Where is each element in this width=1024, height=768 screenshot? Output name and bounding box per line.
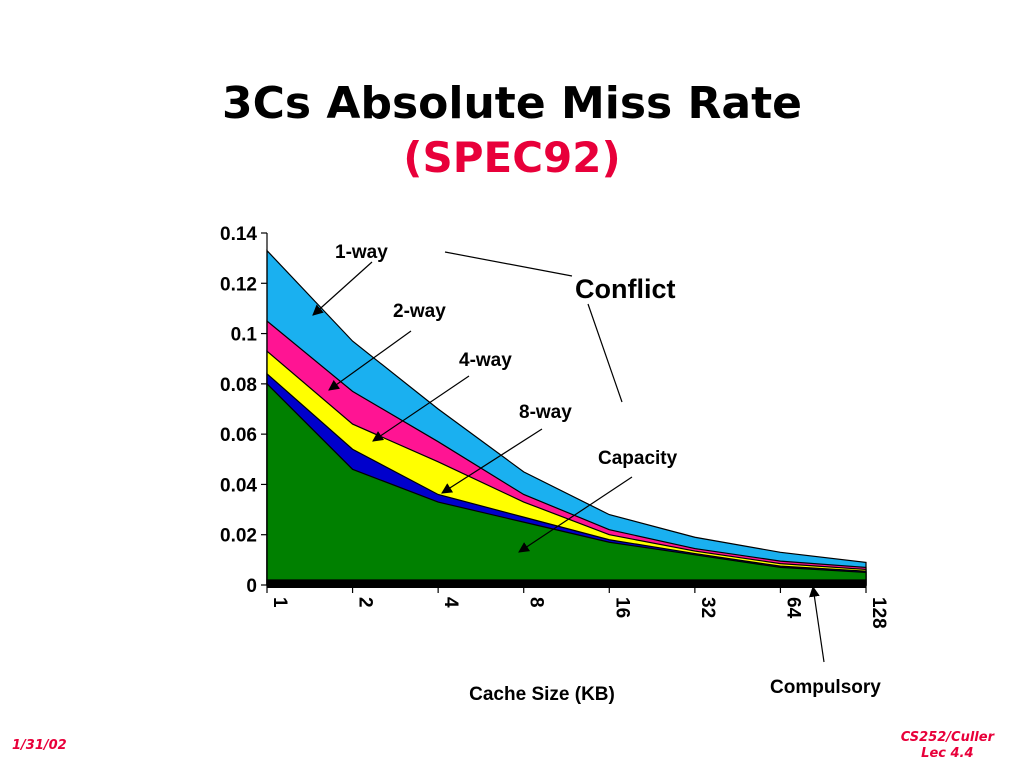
compulsory-label: Compulsory [770,677,881,698]
slide-date: 1/31/02 [12,738,67,753]
one-way-label: 1-way [335,242,388,263]
eight-way-arrow [441,428,543,494]
x-tick-label: 2 [355,597,376,608]
two-way-label: 2-way [393,301,446,322]
y-tick-label: 0 [246,576,257,597]
eight-way-label: 8-way [519,402,572,423]
y-tick-label: 0.02 [220,526,257,547]
conflict-connector-line [587,303,623,403]
conflict-label: Conflict [575,274,676,304]
four-way-label: 4-way [459,350,512,371]
compulsory-arrow [809,585,825,663]
area-layers [266,249,867,588]
slide-subtitle: (SPEC92) [403,133,621,182]
x-tick-label: 128 [868,597,889,629]
one-way-arrow [312,261,373,316]
y-tick-label: 0.1 [231,325,258,346]
y-tick-label: 0.06 [220,425,257,446]
slide-title: 3Cs Absolute Miss Rate [222,78,802,129]
axes [261,232,867,593]
course-label: CS252/Culler [900,730,994,745]
area-capacity [266,382,867,586]
four-way-arrow [372,375,470,442]
compulsory-band [267,582,866,588]
conflict-connector-line [444,251,573,277]
x-tick-label: 32 [697,597,718,618]
capacity-arrow [518,476,633,553]
y-tick-label: 0.04 [220,475,257,496]
capacity-label: Capacity [598,448,678,469]
x-tick-label: 16 [611,597,632,618]
y-tick-label: 0.14 [220,224,257,245]
y-tick-label: 0.08 [220,375,257,396]
two-way-arrow [328,330,412,391]
x-tick-label: 64 [782,597,803,619]
tick-labels: 0 0.02 0.04 0.06 0.08 0.1 0.12 0.14 1 2 4 8 16 32 64 12… [220,224,889,629]
annotations: Conflict 1-way 2-way 4-way 8-way Capacity Comp… [312,242,881,698]
lecture-label: Lec 4.4 [921,746,974,761]
x-tick-label: 8 [526,597,547,608]
x-tick-label: 4 [440,597,461,608]
x-tick-label: 1 [269,597,290,608]
x-axis-label: Cache Size (KB) [469,684,615,705]
slide-footer-course: CS252/Culler Lec 4.4 [901,730,994,762]
y-tick-label: 0.12 [220,274,257,295]
